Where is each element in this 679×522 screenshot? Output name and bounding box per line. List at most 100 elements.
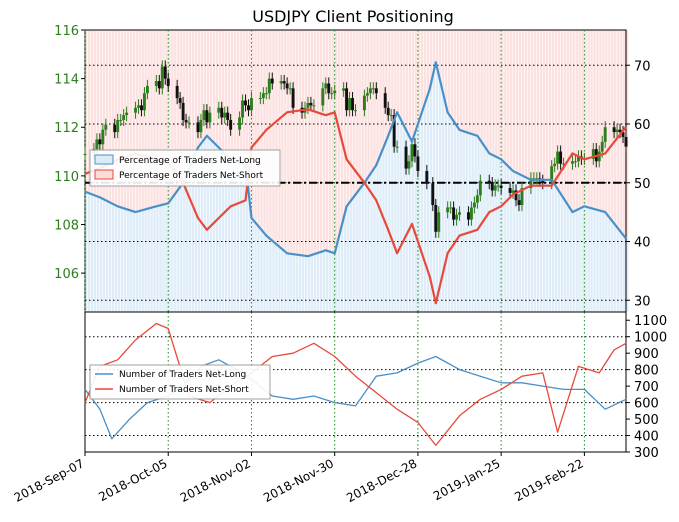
- short-shade-stripe: [147, 30, 150, 209]
- candle-body: [330, 93, 334, 95]
- candle-body: [95, 139, 99, 150]
- candle-body: [208, 112, 212, 123]
- long-shade-stripe: [361, 186, 364, 312]
- candle-body: [351, 98, 354, 111]
- candle-body: [175, 85, 179, 99]
- candle-body: [83, 153, 87, 155]
- short-shade-stripe: [355, 30, 358, 195]
- long-shade-stripe: [429, 88, 433, 312]
- candle-body: [312, 105, 316, 107]
- long-shade-stripe: [233, 160, 237, 312]
- short-shade-stripe: [328, 30, 332, 252]
- short-shade-stripe: [352, 30, 355, 199]
- short-shade-stripe: [471, 30, 474, 134]
- short-shade-stripe: [605, 30, 608, 213]
- long-shade-stripe: [215, 144, 219, 312]
- long-shade-stripe: [367, 178, 370, 312]
- candle-body: [220, 107, 224, 118]
- short-shade-stripe: [400, 30, 403, 119]
- long-shade-stripe: [322, 251, 326, 312]
- long-shade-stripe: [346, 206, 349, 312]
- candle-body: [413, 144, 417, 157]
- left-tick-label: 108: [54, 218, 79, 233]
- short-shade-stripe: [150, 30, 153, 208]
- short-shade-stripe: [156, 30, 159, 207]
- short-shade-stripe: [316, 30, 320, 254]
- candle-body: [514, 190, 518, 201]
- short-shade-stripe: [533, 30, 537, 180]
- long-shade-stripe: [435, 62, 439, 312]
- long-shade-stripe: [602, 211, 605, 312]
- candle-body: [559, 151, 563, 164]
- long-shade-stripe: [212, 141, 216, 312]
- short-shade-stripe: [189, 30, 192, 169]
- candle-body: [437, 212, 441, 232]
- long-shade-stripe: [126, 209, 130, 312]
- short-shade-stripe: [304, 30, 308, 256]
- short-shade-stripe: [465, 30, 468, 132]
- short-shade-stripe: [126, 30, 130, 210]
- short-shade-stripe: [524, 30, 528, 177]
- short-shade-stripe: [530, 30, 534, 180]
- long-shade-stripe: [584, 206, 587, 312]
- short-shade-stripe: [165, 30, 168, 205]
- long-shade-stripe: [287, 253, 290, 312]
- legend-swatch-long: [94, 154, 114, 165]
- long-shade-stripe: [334, 253, 338, 312]
- long-shade-stripe: [186, 175, 189, 312]
- short-shade-stripe: [614, 30, 617, 224]
- candle-body: [261, 93, 265, 99]
- long-shade-stripe: [620, 231, 623, 312]
- short-shade-stripe: [596, 30, 599, 210]
- short-shade-stripe: [192, 30, 195, 162]
- short-shade-stripe: [99, 30, 103, 198]
- short-shade-stripe: [584, 30, 587, 207]
- long-shade-stripe: [539, 179, 543, 312]
- short-shade-stripe: [498, 30, 501, 158]
- short-shade-stripe: [459, 30, 462, 130]
- legend-box: [89, 149, 281, 187]
- candle-body: [324, 83, 328, 89]
- long-shade-stripe: [325, 250, 329, 312]
- long-shade-stripe: [156, 206, 159, 312]
- candle-body: [145, 85, 149, 94]
- long-shade-stripe: [192, 161, 195, 312]
- long-shade-stripe: [477, 135, 480, 312]
- left-tick-label: 112: [54, 121, 79, 136]
- candle-body: [116, 119, 120, 133]
- long-shade-stripe: [278, 245, 281, 312]
- long-shade-stripe: [501, 159, 504, 312]
- right-tick-label: 1100: [634, 314, 667, 329]
- long-shade-stripe: [129, 210, 132, 312]
- short-shade-stripe: [560, 30, 564, 194]
- short-shade-stripe: [569, 30, 572, 208]
- long-shade-stripe: [138, 211, 141, 312]
- candle-body: [472, 202, 476, 208]
- short-shade-stripe: [438, 30, 442, 75]
- candle-body: [229, 119, 233, 130]
- long-shade-stripe: [548, 179, 552, 312]
- candle-body: [285, 83, 289, 89]
- legend-label-long: Percentage of Traders Net-Long: [119, 156, 261, 166]
- short-shade-stripe: [257, 30, 260, 226]
- long-shade-stripe: [132, 211, 135, 312]
- long-shade-stripe: [572, 212, 575, 312]
- long-shade-stripe: [301, 255, 305, 312]
- candle-body: [140, 105, 143, 111]
- long-shade-stripe: [275, 243, 278, 312]
- long-shade-stripe: [96, 196, 100, 312]
- short-shade-stripe: [120, 30, 124, 208]
- short-shade-stripe: [563, 30, 566, 199]
- long-shade-stripe: [578, 209, 581, 312]
- left-tick-label: 110: [54, 170, 79, 185]
- candle-body: [562, 163, 566, 165]
- candle-body: [223, 112, 227, 118]
- short-shade-stripe: [367, 30, 370, 179]
- long-shade-stripe: [114, 204, 118, 312]
- right-tick-label: 300: [634, 446, 659, 461]
- legend-label-long: Number of Traders Net-Long: [119, 370, 246, 380]
- candle-body: [122, 115, 126, 120]
- candle-body: [184, 119, 188, 123]
- short-shade-stripe: [111, 30, 115, 204]
- right-tick-label: 900: [634, 347, 659, 362]
